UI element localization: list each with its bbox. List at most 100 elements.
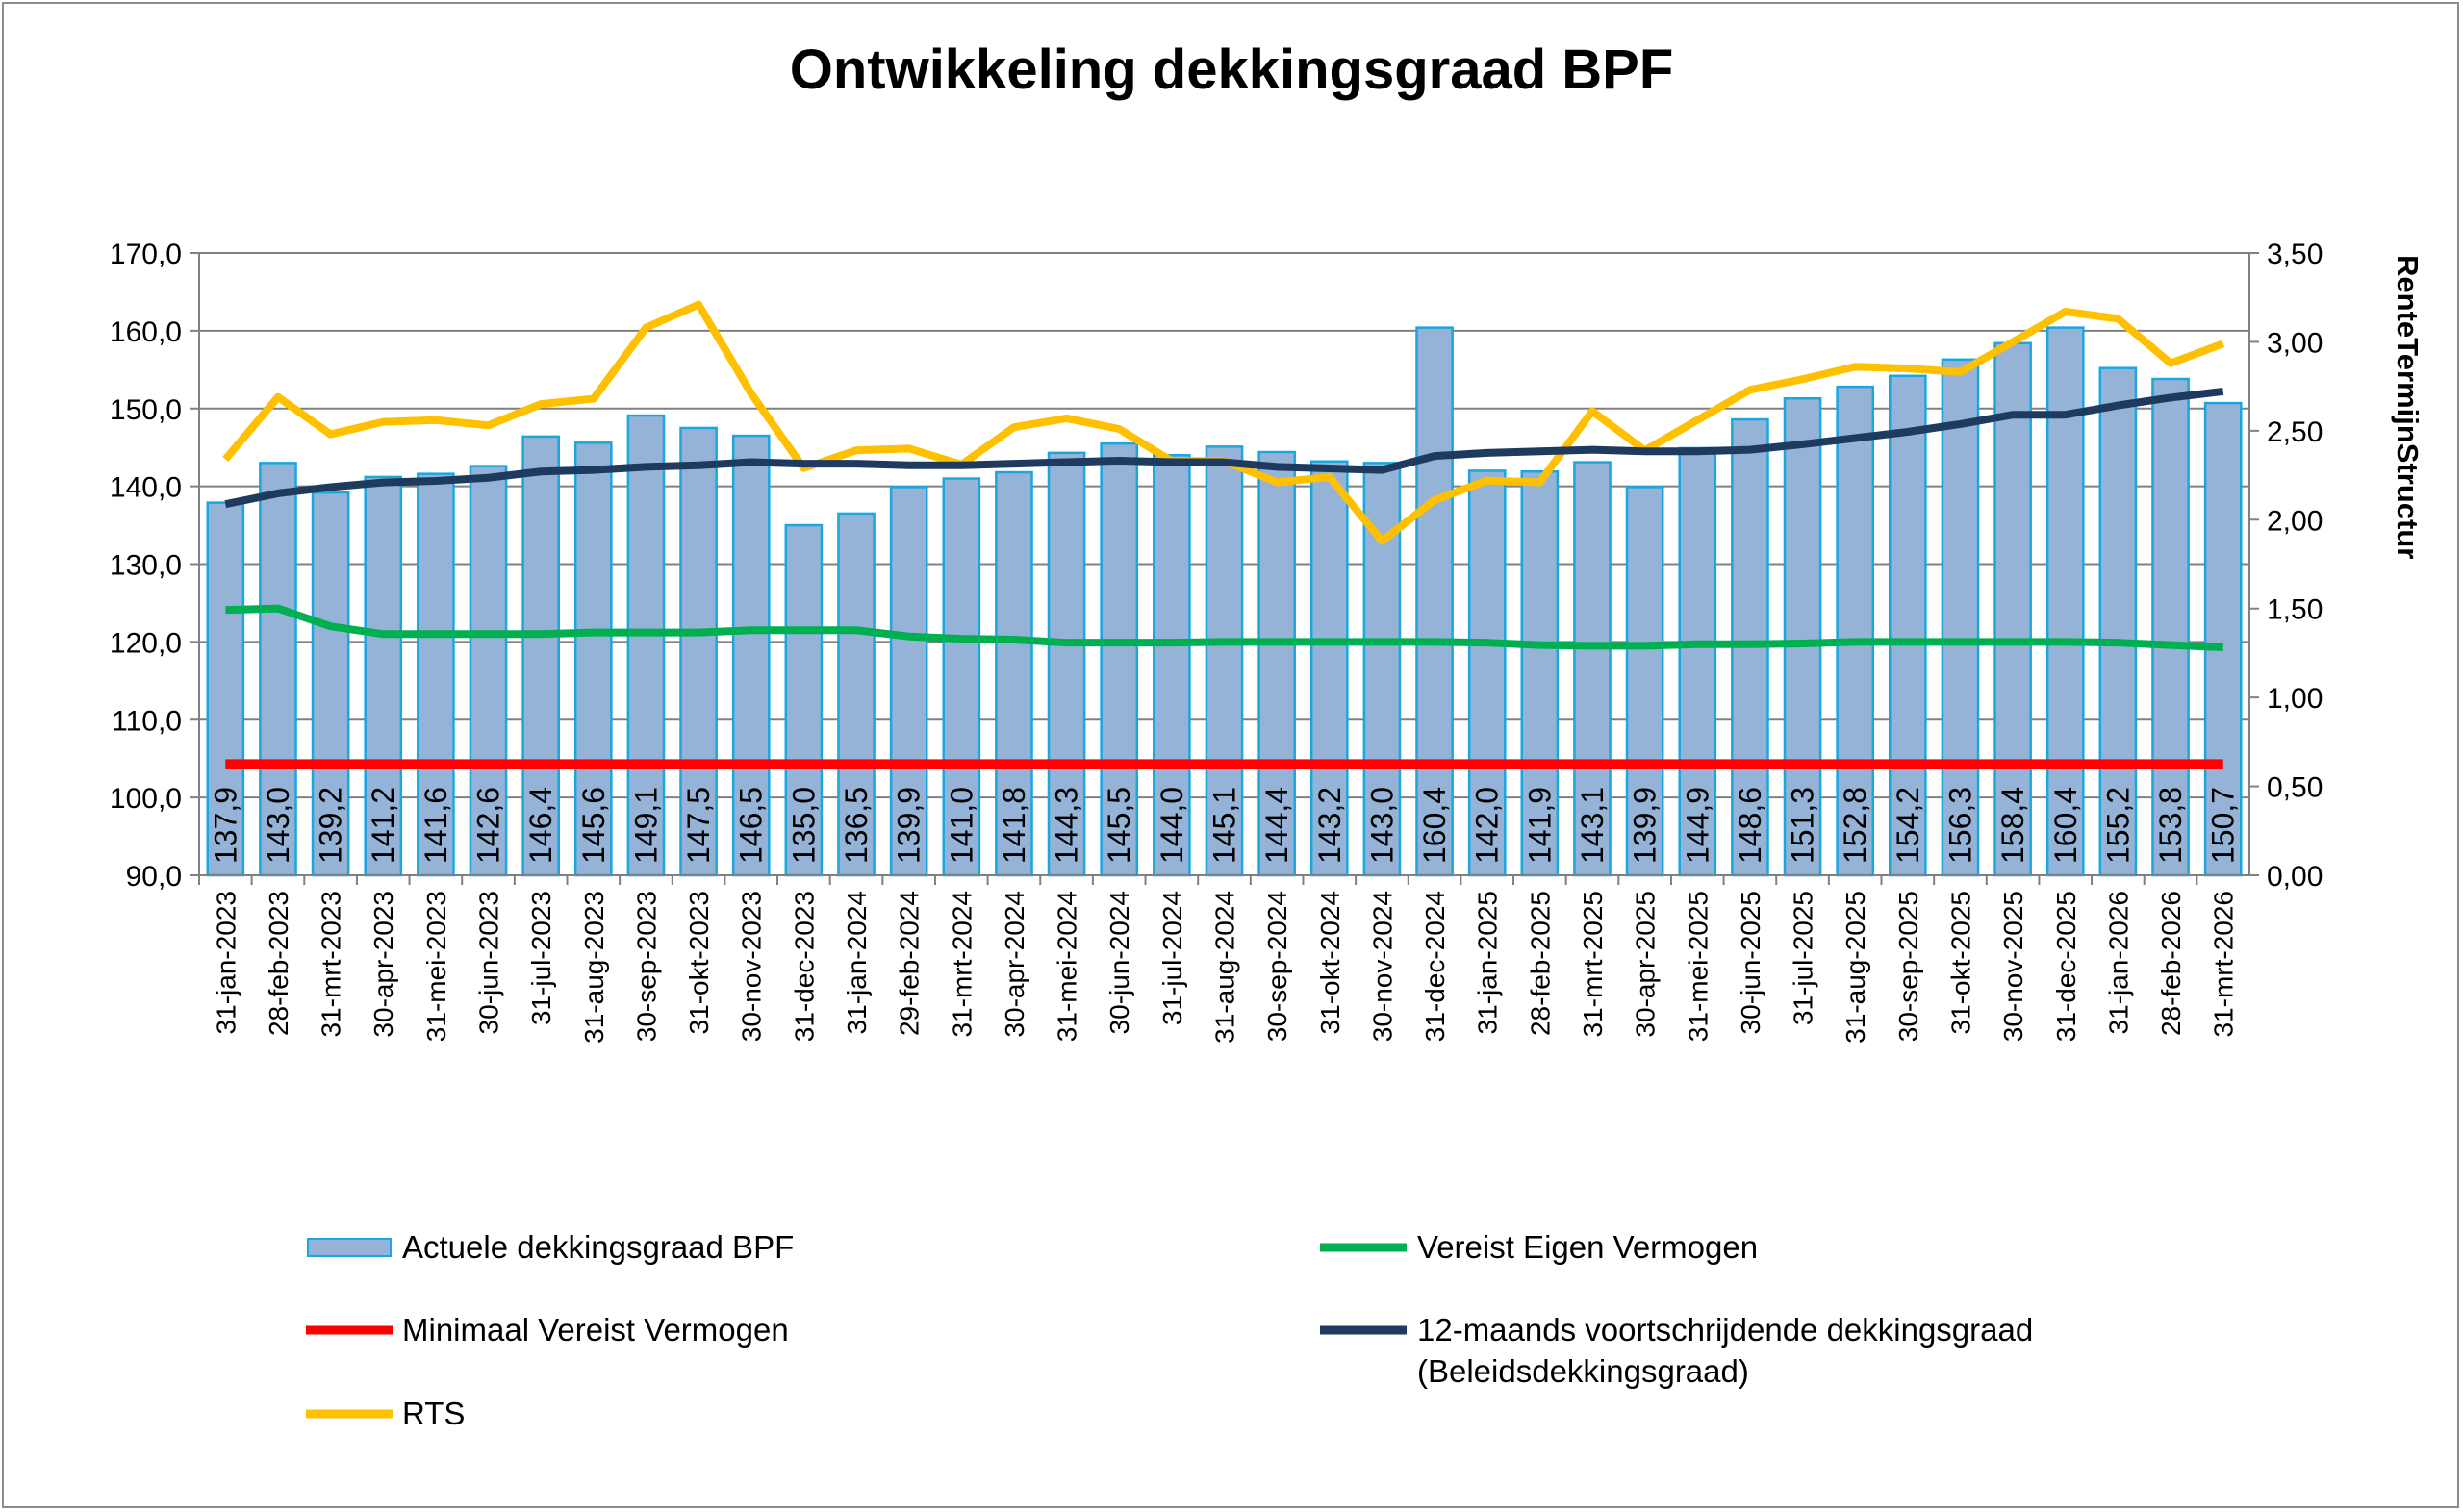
x-tick-label: 28-feb-2026 <box>2156 891 2186 1036</box>
x-tick-label: 31-mrt-2026 <box>2209 891 2239 1038</box>
x-tick-label: 31-mei-2024 <box>1053 891 1082 1042</box>
bar-data-label: 153,8 <box>2153 787 2188 864</box>
legend-label-red: Minimaal Vereist Vermogen <box>402 1312 789 1348</box>
bar-data-label: 152,8 <box>1838 787 1872 864</box>
bar-data-label: 160,4 <box>2048 787 2083 864</box>
x-tick-label: 28-feb-2025 <box>1525 891 1555 1036</box>
x-tick-label: 30-apr-2023 <box>368 891 398 1038</box>
bar <box>1415 326 1454 877</box>
left-tick-label: 130,0 <box>110 550 182 582</box>
beleidsdekkingsgraad-line <box>224 387 2224 509</box>
x-tick-label: 31-jul-2024 <box>1157 891 1187 1025</box>
right-tick-label: 3,00 <box>2267 327 2323 359</box>
bar <box>1573 461 1612 877</box>
bar-data-label: 155,2 <box>2100 787 2135 864</box>
bar-data-label: 135,0 <box>786 787 821 864</box>
bar-data-label: 143,0 <box>261 787 295 864</box>
bar <box>1836 385 1875 877</box>
x-tick-label: 31-okt-2024 <box>1315 891 1345 1034</box>
x-tick-label: 31-jan-2026 <box>2103 891 2133 1034</box>
x-tick-label: 31-mei-2025 <box>1683 891 1713 1042</box>
bar <box>259 462 297 877</box>
x-tick-label: 30-sep-2025 <box>1893 891 1923 1042</box>
x-tick-label: 31-aug-2023 <box>579 891 609 1044</box>
bar <box>784 523 824 877</box>
bar <box>1100 441 1139 877</box>
left-tick-label: 110,0 <box>112 705 182 737</box>
bar <box>2098 366 2138 877</box>
bar-data-label: 154,2 <box>1891 787 1925 864</box>
bar-data-label: 139,2 <box>314 787 348 864</box>
bar <box>626 414 666 877</box>
x-tick-label: 30-nov-2023 <box>737 891 767 1042</box>
legend-swatch-bar <box>307 1238 392 1257</box>
x-tick-label: 28-feb-2023 <box>264 891 293 1036</box>
left-tick-label: 140,0 <box>110 472 182 504</box>
bar-data-label: 149,1 <box>628 787 663 864</box>
x-tick-label: 30-apr-2024 <box>1000 891 1029 1038</box>
bar-data-label: 156,3 <box>1942 787 1977 864</box>
legend-label-bar: Actuele dekkingsgraad BPF <box>402 1229 794 1265</box>
legend-label-yellow: RTS <box>402 1396 465 1431</box>
chart-title: Ontwikkeling dekkingsgraad BPF <box>790 38 1674 101</box>
bar <box>1153 454 1191 877</box>
bar-data-label: 141,2 <box>366 787 400 864</box>
bar-data-label: 141,6 <box>419 787 453 864</box>
bar <box>731 434 771 877</box>
right-tick-label: 3,50 <box>2267 239 2323 270</box>
left-tick-label: 160,0 <box>110 316 182 348</box>
bar-data-label: 146,5 <box>734 787 769 864</box>
x-tick-label: 30-nov-2025 <box>1998 891 2028 1042</box>
x-tick-label: 31-dec-2023 <box>789 891 819 1042</box>
x-tick-label: 31-jan-2025 <box>1473 891 1503 1034</box>
bar-data-label: 137,9 <box>208 787 242 864</box>
bar-data-label: 141,8 <box>997 787 1031 864</box>
bar-data-label: 143,2 <box>1312 787 1347 864</box>
x-tick-label: 31-jan-2024 <box>842 891 872 1034</box>
bar-data-label: 145,5 <box>1102 787 1136 864</box>
bar <box>1205 445 1244 877</box>
bar-data-label: 144,4 <box>1259 787 1294 864</box>
legend-label-navy-2: (Beleidsdekkingsgraad) <box>1417 1353 1749 1389</box>
legend-label-navy: 12-maands voortschrijdende dekkingsgraad <box>1417 1312 2033 1348</box>
bar-data-label: 141,9 <box>1522 787 1557 864</box>
bar-data-label: 160,4 <box>1417 787 1452 864</box>
bar <box>1783 396 1822 877</box>
bar-data-label: 139,9 <box>1628 787 1663 864</box>
left-tick-label: 120,0 <box>110 627 182 659</box>
bar-data-label: 158,4 <box>1995 787 2030 864</box>
x-tick-label: 31-jan-2023 <box>211 891 241 1034</box>
bar-data-label: 150,7 <box>2206 787 2241 864</box>
bar <box>1678 446 1717 877</box>
bar-data-label: 142,6 <box>471 787 506 864</box>
x-tick-label: 30-jun-2023 <box>474 891 504 1034</box>
x-tick-label: 31-mrt-2023 <box>317 891 346 1038</box>
bar <box>2045 326 2085 877</box>
bar <box>1309 460 1349 877</box>
x-tick-label: 29-feb-2024 <box>895 891 925 1036</box>
bar <box>1520 470 1560 877</box>
right-axis-label: RenteTermijnStructur <box>2391 255 2425 559</box>
x-tick-label: 31-jul-2023 <box>526 891 556 1025</box>
bar <box>417 472 455 877</box>
bar-data-label: 143,0 <box>1364 787 1399 864</box>
bar-data-label: 144,9 <box>1680 787 1714 864</box>
right-tick-label: 2,50 <box>2267 416 2323 448</box>
bar <box>469 465 508 877</box>
bar-data-label: 141,0 <box>944 787 978 864</box>
bar-data-label: 143,1 <box>1575 787 1610 864</box>
bar <box>995 470 1033 877</box>
bar <box>942 477 981 877</box>
x-tick-label: 31-mrt-2025 <box>1578 891 1608 1038</box>
x-tick-label: 30-sep-2024 <box>1262 891 1292 1042</box>
x-tick-label: 31-aug-2024 <box>1210 891 1240 1044</box>
bar <box>364 475 403 877</box>
bar-data-label: 147,5 <box>681 787 716 864</box>
legend-label-green: Vereist Eigen Vermogen <box>1417 1229 1758 1265</box>
bar <box>206 501 245 877</box>
right-tick-label: 1,50 <box>2267 594 2323 626</box>
bar <box>889 486 928 877</box>
left-tick-label: 90,0 <box>126 861 182 893</box>
